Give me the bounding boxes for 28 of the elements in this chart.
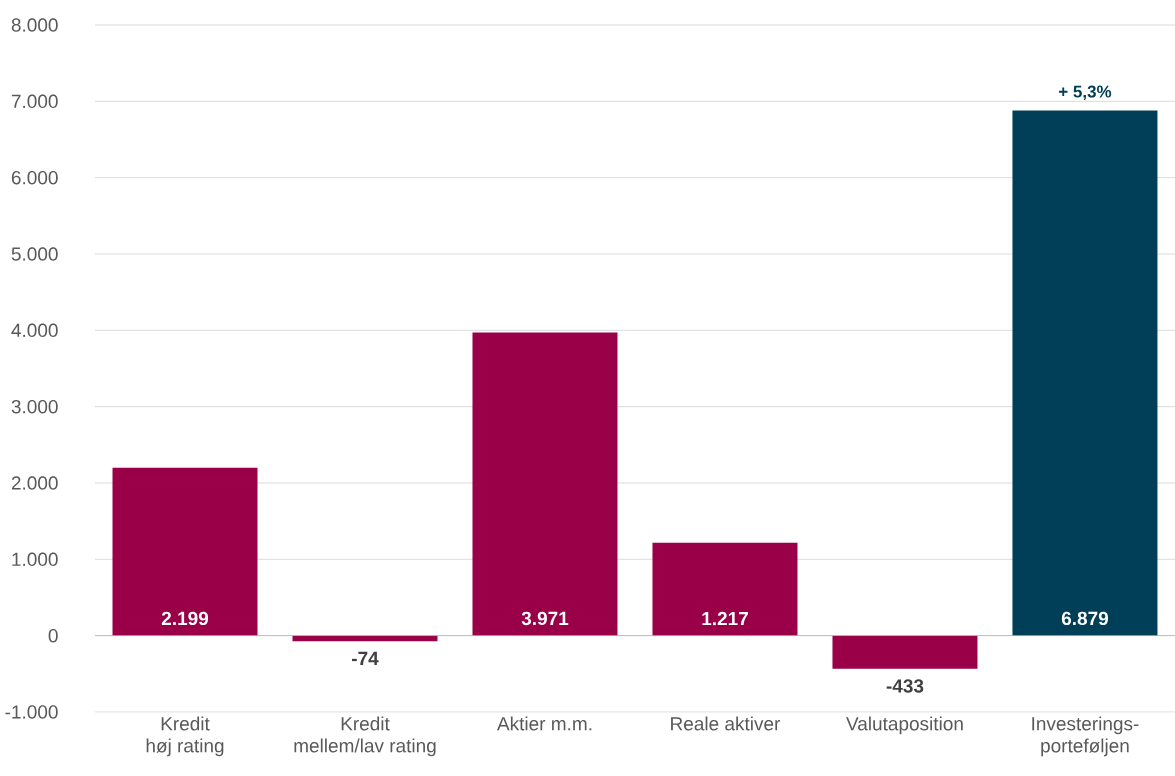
bar	[472, 332, 618, 636]
y-tick-label: 8.000	[11, 18, 58, 32]
data-label: 3.971	[521, 611, 569, 626]
data-label: 6.879	[1061, 611, 1109, 626]
y-tick-label: -1.000	[5, 705, 58, 719]
bar	[832, 635, 978, 669]
y-tick-label: 4.000	[11, 323, 58, 338]
y-tick-label: 1.000	[12, 552, 58, 567]
bar	[112, 467, 258, 636]
x-tick-label: Investerings- porteføljen	[1032, 716, 1139, 757]
bar	[1012, 110, 1158, 636]
x-tick-label: Valutaposition	[846, 716, 963, 735]
annotation: + 5,3%	[1058, 85, 1112, 101]
data-label: 2.199	[161, 611, 209, 626]
y-tick-label: 2.000	[11, 476, 58, 490]
y-tick-label: 7.000	[11, 94, 58, 109]
x-tick-label: Reale aktiver	[671, 716, 781, 731]
y-tick-label: 3.000	[11, 399, 58, 414]
data-label: 1.217	[702, 611, 748, 626]
data-label: -74	[352, 651, 379, 665]
y-tick-label: 5.000	[11, 247, 58, 261]
y-tick-label: 6.000	[11, 170, 58, 185]
data-label: -433	[886, 679, 924, 693]
x-tick-label: Aktier m.m.	[496, 716, 592, 731]
y-tick-label: 0	[48, 628, 58, 643]
x-tick-label: Kredit mellem/lav rating	[294, 716, 436, 757]
x-tick-label: Kredit høj rating	[146, 716, 224, 757]
bar	[652, 542, 798, 636]
